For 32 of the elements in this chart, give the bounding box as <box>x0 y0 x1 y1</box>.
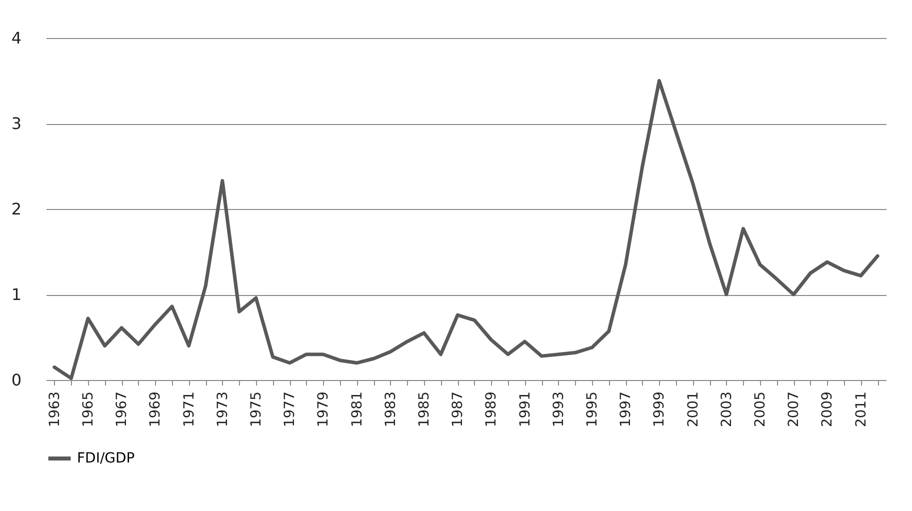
y-tick-label: 3 <box>11 114 22 133</box>
y-tick-label: 1 <box>11 285 22 304</box>
legend-label: FDI/GDP <box>77 450 135 466</box>
y-tick-label: 0 <box>11 370 22 390</box>
x-tick-label: 1997 <box>618 392 634 428</box>
y-tick-label: 4 <box>11 28 22 48</box>
x-tick-label: 1995 <box>584 392 600 428</box>
x-tick-label: 1999 <box>652 392 668 428</box>
x-tick-label: 2007 <box>786 392 802 428</box>
x-tick-label: 1987 <box>450 392 466 428</box>
x-tick-label: 1965 <box>80 392 96 428</box>
x-tick-label: 1979 <box>316 392 332 428</box>
x-tick-label: 1977 <box>282 392 298 428</box>
x-tick-label: 1967 <box>114 392 130 428</box>
x-tick-label: 1985 <box>416 392 432 428</box>
x-tick-label: 1983 <box>382 392 399 428</box>
x-tick-label: 1981 <box>349 392 366 428</box>
x-tick-label: 1963 <box>46 392 63 428</box>
x-tick-label: 1989 <box>484 392 500 428</box>
x-tick-label: 2003 <box>718 392 735 428</box>
line-series <box>52 79 880 380</box>
x-tick-label: 1991 <box>517 392 534 428</box>
x-tick-label: 1969 <box>148 392 164 428</box>
x-tick-label: 2009 <box>820 392 836 428</box>
x-tick-label: 2011 <box>853 392 870 428</box>
x-tick-label: 1973 <box>214 392 231 428</box>
y-tick-label: 2 <box>11 200 22 218</box>
x-tick-label: 1971 <box>181 392 198 428</box>
x-tick-label: 1993 <box>550 392 567 428</box>
x-tick-label: 2005 <box>752 392 768 428</box>
x-tick-label: 1975 <box>248 392 264 428</box>
x-tick-label: 2001 <box>685 392 702 428</box>
